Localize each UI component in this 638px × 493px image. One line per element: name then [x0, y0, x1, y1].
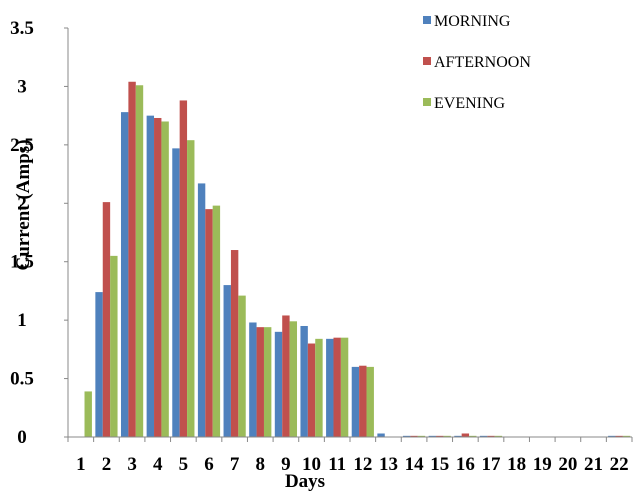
bar-morning-day-3 [120, 112, 129, 437]
x-tick-label: 11 [328, 454, 346, 475]
bar-evening-day-2 [110, 255, 118, 437]
bar-afternoon-day-9 [282, 315, 290, 437]
bars [84, 81, 631, 438]
bar-morning-day-8 [249, 322, 257, 437]
bar-evening-day-6 [212, 205, 221, 437]
y-tick-label: 3.5 [10, 18, 34, 39]
bar-afternoon-day-22 [615, 435, 623, 437]
x-tick-label: 19 [533, 454, 552, 475]
x-tick-label: 6 [204, 454, 214, 475]
x-tick-label: 4 [153, 454, 163, 475]
y-axis-ticks: 0 0.5 1 1.5 2 2.5 3 3.5 [10, 18, 68, 448]
x-axis-ticks: 1 2 3 4 5 6 7 8 9 10 11 12 13 14 15 16 17 18 19 20 21 22 [67, 437, 633, 475]
x-tick-label: 1 [76, 454, 86, 475]
y-tick-label: 0 [17, 427, 27, 448]
bar-morning-day-22 [608, 435, 616, 437]
x-axis-title: Days [285, 471, 325, 492]
bar-morning-day-10 [300, 325, 308, 437]
y-axis-title: Current (Amps) [13, 139, 34, 270]
bar-morning-day-7 [223, 285, 231, 437]
x-tick-label: 16 [456, 454, 475, 475]
legend-swatch-evening [423, 98, 431, 106]
bar-evening-day-5 [187, 140, 195, 437]
bar-afternoon-day-6 [205, 209, 213, 437]
x-tick-label: 12 [353, 454, 372, 475]
x-tick-label: 18 [507, 454, 526, 475]
bar-morning-day-6 [197, 183, 206, 437]
x-tick-label: 14 [405, 454, 425, 475]
x-tick-label: 17 [482, 454, 502, 475]
y-tick-label: 2 [17, 193, 27, 214]
bar-afternoon-day-2 [102, 202, 111, 437]
legend-label-evening: EVENING [434, 95, 506, 112]
bar-afternoon-day-12 [359, 365, 367, 437]
bar-morning-day-9 [274, 331, 283, 437]
x-tick-label: 8 [256, 454, 266, 475]
bar-evening-day-4 [161, 121, 169, 437]
bar-evening-day-17 [494, 435, 503, 437]
bar-afternoon-day-4 [154, 117, 162, 437]
x-tick-label: 5 [179, 454, 189, 475]
bar-evening-day-12 [366, 366, 374, 437]
bar-morning-day-11 [326, 338, 334, 437]
bar-evening-day-3 [135, 85, 144, 437]
bar-evening-day-1 [84, 391, 92, 437]
legend-swatch-morning [423, 16, 431, 24]
legend-swatch-afternoon [423, 57, 431, 65]
bar-morning-day-17 [479, 435, 488, 437]
legend-label-morning: MORNING [434, 13, 511, 30]
bar-afternoon-day-5 [179, 100, 188, 438]
bar-morning-day-16 [454, 435, 462, 437]
bar-morning-day-5 [172, 148, 180, 437]
bar-evening-day-16 [469, 435, 477, 437]
x-tick-label: 21 [584, 454, 603, 475]
bar-morning-day-14 [402, 435, 411, 437]
bar-evening-day-15 [443, 435, 451, 437]
bar-afternoon-day-17 [487, 435, 495, 437]
y-tick-label: 2.5 [10, 135, 34, 156]
bar-afternoon-day-11 [333, 337, 341, 437]
x-tick-label: 2 [102, 454, 112, 475]
bar-morning-day-15 [428, 435, 437, 437]
x-tick-label: 22 [610, 454, 629, 475]
x-tick-label: 20 [558, 454, 577, 475]
x-tick-label: 15 [430, 454, 449, 475]
y-tick-label: 1 [17, 310, 27, 331]
bar-afternoon-day-15 [436, 435, 444, 437]
bar-morning-day-4 [146, 115, 155, 438]
legend-label-afternoon: AFTERNOON [434, 54, 531, 71]
bar-afternoon-day-16 [461, 433, 470, 437]
bar-afternoon-day-14 [410, 435, 418, 437]
bar-evening-day-10 [315, 338, 323, 437]
bar-evening-day-8 [263, 327, 272, 437]
y-tick-label: 0.5 [10, 369, 34, 390]
bar-morning-day-2 [95, 292, 103, 437]
bar-afternoon-day-3 [128, 81, 136, 438]
bar-evening-day-9 [289, 321, 298, 437]
legend: MORNING AFTERNOON EVENING [423, 13, 531, 112]
x-tick-label: 9 [281, 454, 291, 475]
bar-morning-day-12 [351, 366, 360, 437]
bar-afternoon-day-10 [307, 343, 316, 437]
y-tick-label: 3 [17, 76, 27, 97]
x-tick-label: 3 [127, 454, 137, 475]
bar-morning-day-13 [377, 433, 385, 437]
bar-afternoon-day-8 [256, 327, 264, 437]
x-tick-label: 7 [230, 454, 240, 475]
bar-evening-day-11 [340, 337, 349, 437]
bar-evening-day-22 [622, 435, 631, 437]
x-tick-label: 13 [379, 454, 398, 475]
y-tick-label: 1.5 [10, 252, 34, 273]
bar-evening-day-7 [238, 295, 246, 437]
bar-evening-day-14 [417, 435, 426, 437]
x-tick-label: 10 [302, 454, 321, 475]
bar-afternoon-day-7 [230, 250, 239, 437]
